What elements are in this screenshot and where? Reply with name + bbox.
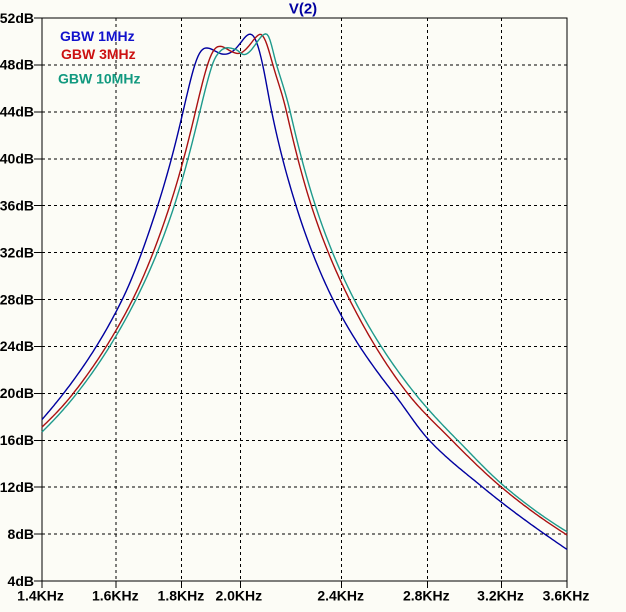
svg-text:2.4KHz: 2.4KHz <box>317 588 364 604</box>
svg-text:16dB: 16dB <box>0 432 34 448</box>
svg-text:3.6KHz: 3.6KHz <box>543 588 590 604</box>
svg-text:36dB: 36dB <box>0 198 34 214</box>
svg-text:GBW 3MHz: GBW 3MHz <box>61 46 136 62</box>
svg-text:4dB: 4dB <box>8 573 34 589</box>
svg-text:24dB: 24dB <box>0 338 34 354</box>
svg-text:1.8KHz: 1.8KHz <box>158 588 205 604</box>
svg-text:1.4KHz: 1.4KHz <box>17 588 64 604</box>
svg-text:28dB: 28dB <box>0 291 34 307</box>
svg-text:52dB: 52dB <box>0 10 34 26</box>
svg-text:GBW 1MHz: GBW 1MHz <box>60 28 135 44</box>
svg-text:8dB: 8dB <box>8 526 34 542</box>
svg-text:12dB: 12dB <box>0 479 34 495</box>
svg-text:3.2KHz: 3.2KHz <box>477 588 524 604</box>
svg-text:48dB: 48dB <box>0 57 34 73</box>
svg-text:V(2): V(2) <box>289 1 317 18</box>
svg-text:GBW 10MHz: GBW 10MHz <box>58 71 140 87</box>
svg-text:40dB: 40dB <box>0 151 34 167</box>
svg-text:2.8KHz: 2.8KHz <box>403 588 450 604</box>
svg-text:2.0KHz: 2.0KHz <box>215 588 262 604</box>
svg-text:32dB: 32dB <box>0 244 34 260</box>
svg-text:44dB: 44dB <box>0 104 34 120</box>
svg-text:20dB: 20dB <box>0 385 34 401</box>
svg-text:1.6KHz: 1.6KHz <box>92 588 139 604</box>
